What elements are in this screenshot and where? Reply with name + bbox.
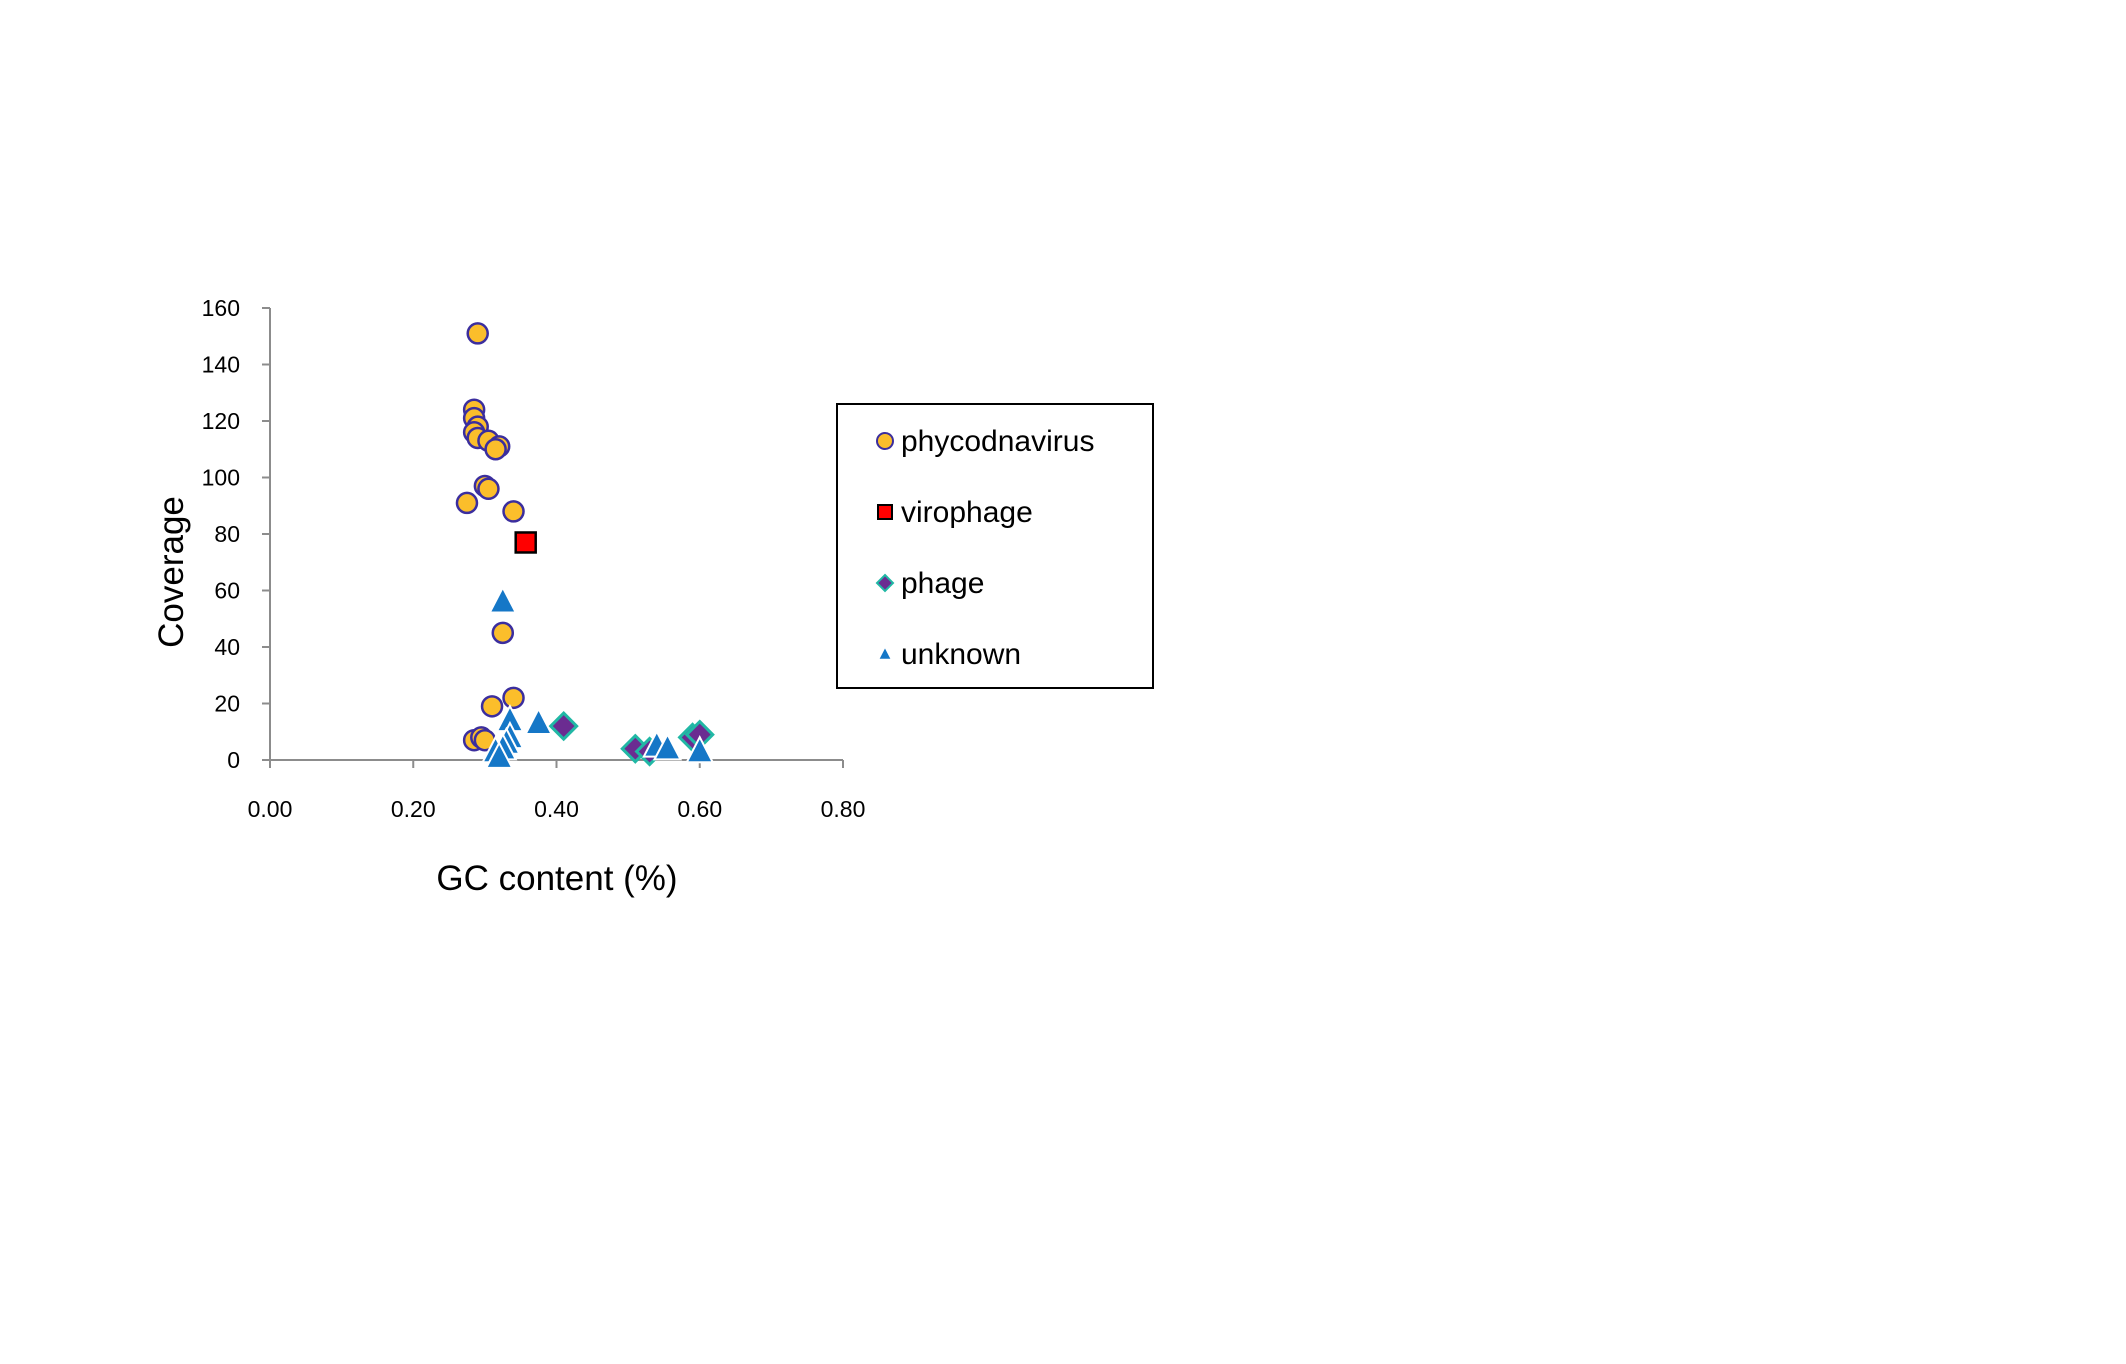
y-tick-label: 60 [214,578,240,604]
y-tick-label: 40 [214,634,240,660]
x-tick-label: 0.80 [821,796,866,822]
legend-marker-virophage [877,504,893,520]
series-phycodnavirus [455,322,525,752]
legend-label-phage: phage [901,567,984,600]
legend-marker-phycodnavirus [876,432,894,450]
phycodnavirus-point [502,500,525,523]
phycodnavirus-point [484,438,507,461]
phycodnavirus-point [477,477,500,501]
legend-box [836,403,1154,689]
y-tick-label: 160 [202,295,240,321]
y-tick-label: 140 [202,352,240,378]
x-ticks: 0.00 0.20 0.40 0.60 0.80 [248,760,866,822]
legend: phycodnavirus virophage phage unknown [836,403,1154,689]
unknown-point [488,585,518,614]
series-unknown [480,585,715,769]
unknown-point [484,740,514,769]
legend-label-unknown: unknown [901,638,1021,671]
phycodnavirus-point [455,491,479,515]
phage-point [548,710,579,742]
unknown-point [523,706,554,735]
unknown-point [652,732,683,761]
series-phage [548,710,715,767]
y-axis-title: Coverage [152,496,191,648]
legend-items: phycodnavirus virophage phage unknown [875,425,1094,671]
phycodnavirus-point [502,686,525,710]
x-tick-label: 0.20 [391,796,436,822]
legend-marker-unknown [876,644,894,661]
phycodnavirus-point [466,322,489,345]
y-tick-label: 120 [202,408,240,434]
y-tick-label: 80 [214,521,240,547]
y-tick-label: 0 [227,747,240,773]
virophage-point [514,531,537,554]
legend-label-virophage: virophage [901,496,1033,529]
y-tick-label: 20 [214,691,240,717]
data-points [455,322,715,769]
x-tick-label: 0.60 [677,796,722,822]
unknown-point [685,735,715,764]
x-axis-title: GC content (%) [436,859,677,898]
legend-label-phycodnavirus: phycodnavirus [901,425,1094,458]
y-tick-label: 100 [202,465,240,491]
legend-marker-phage [875,573,895,593]
y-ticks: 0 20 40 60 80 100 120 140 160 [202,295,270,773]
x-tick-label: 0.00 [248,796,293,822]
x-tick-label: 0.40 [534,796,579,822]
series-virophage [514,531,537,554]
phycodnavirus-point [480,695,504,718]
phycodnavirus-point [491,621,515,645]
